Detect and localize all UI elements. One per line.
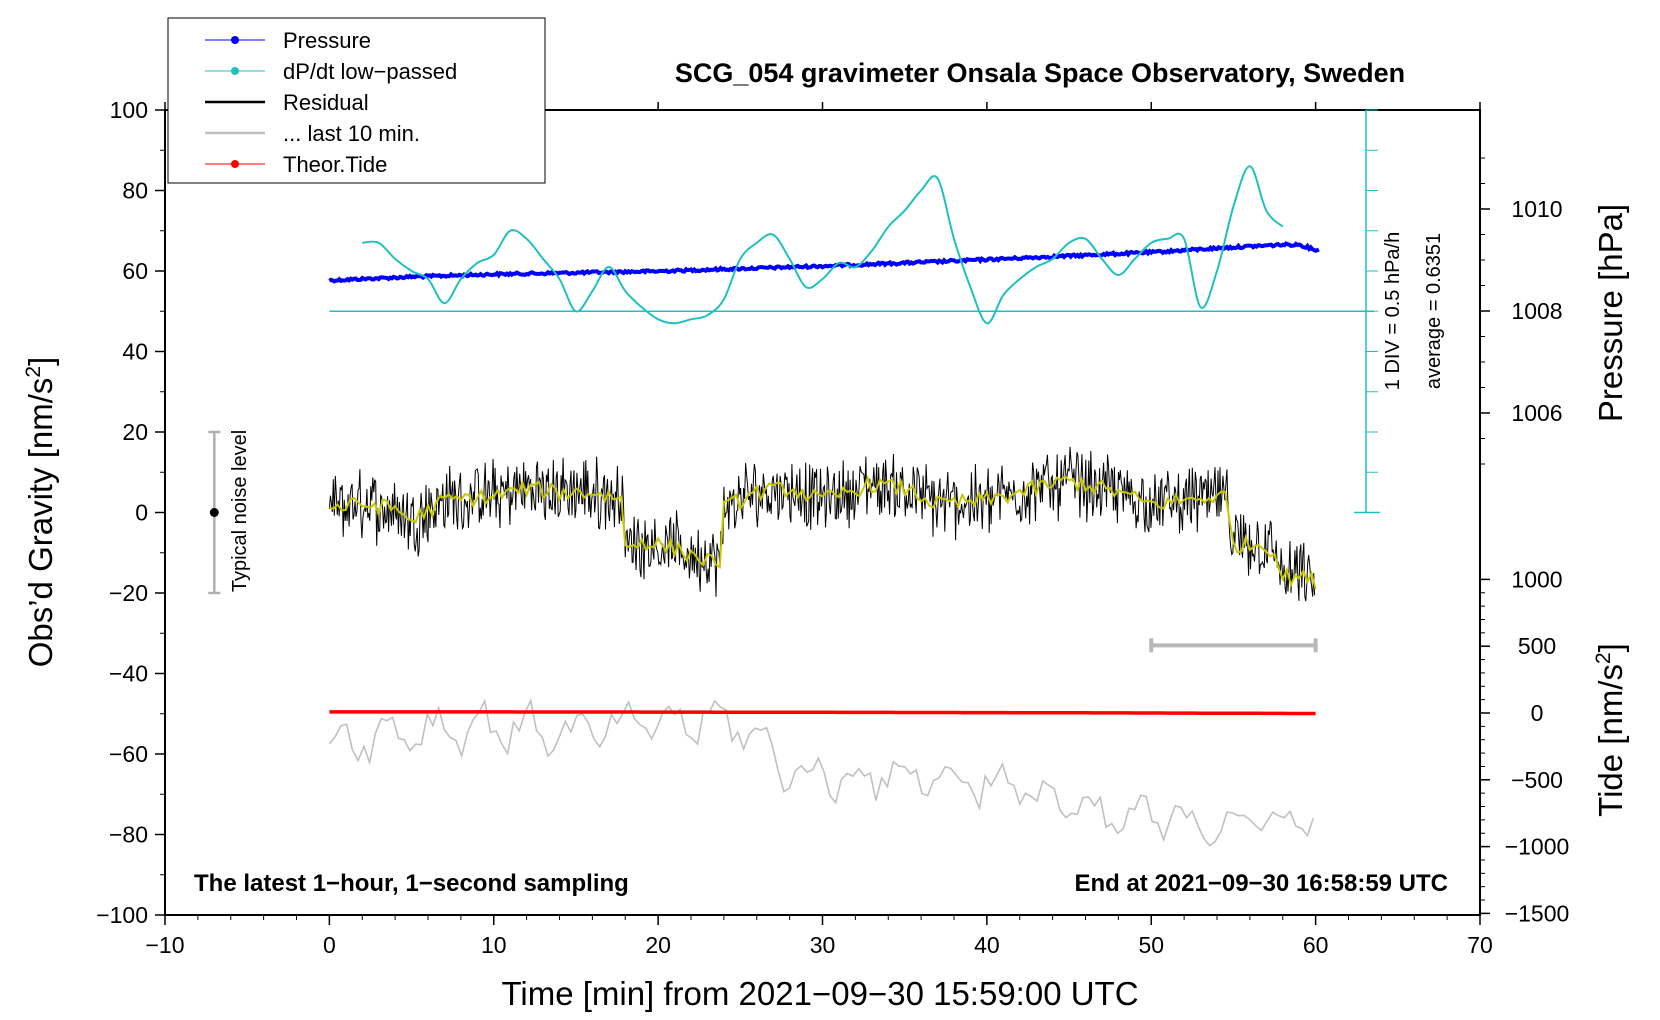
y-tick-label: −20 (109, 580, 148, 606)
noise-bar-center (209, 508, 219, 517)
legend: Pressure dP/dt low−passed Residual ... last… (167, 17, 546, 184)
y-axis-title-tide-close: ] (1592, 643, 1629, 652)
legend-label: Residual (283, 90, 369, 115)
x-tick-label: 30 (810, 932, 836, 958)
y-axis-title-gravity-close: ] (22, 357, 59, 366)
series-layer (208, 165, 1374, 847)
y-tick-label: −60 (109, 741, 148, 767)
y-axis-title-tide-text: Tide [nm/s (1592, 664, 1629, 817)
noise-level-label: Typical noise level (229, 430, 251, 592)
y-tick-label: −80 (109, 822, 148, 848)
x-tick-label: 20 (645, 932, 671, 958)
y-axis-title-tide: Tide [nm/s2] (1592, 643, 1629, 817)
y-axis-title-gravity: Obs’d Gravity [nm/s2] (22, 357, 59, 668)
x-axis-title: Time [min] from 2021−09−30 15:59:00 UTC (501, 975, 1138, 1012)
pressure-tick-label: 1006 (1511, 400, 1562, 426)
dpdt-scale-label: 1 DIV = 0.5 hPa/h (1382, 232, 1404, 390)
y-tick-label: 40 (122, 339, 148, 365)
note-end-time: End at 2021−09−30 16:58:59 UTC (1074, 870, 1448, 897)
y-tick-label: 0 (135, 500, 148, 526)
axis-ticks: −10 0 10 20 30 40 50 60 70100806040200−20−40−60−… (96, 97, 1569, 958)
y-tick-label: −40 (109, 661, 148, 687)
x-tick-label: 40 (974, 932, 1000, 958)
series-pressure-line (328, 241, 1320, 284)
note-sampling: The latest 1−hour, 1−second sampling (194, 870, 629, 897)
series-last10-line (328, 697, 1314, 847)
x-tick-label: 50 (1138, 932, 1164, 958)
tide-tick-label: 500 (1518, 633, 1556, 659)
legend-label: Pressure (283, 28, 371, 53)
series-dpdt-line (362, 165, 1284, 325)
x-tick-label: 0 (323, 932, 336, 958)
x-tick-label: 70 (1467, 932, 1493, 958)
dpdt-average-label: average = 0.6351 (1423, 233, 1445, 389)
legend-box (167, 17, 546, 184)
legend-label: Theor.Tide (283, 152, 387, 177)
chart-title: SCG_054 gravimeter Onsala Space Observat… (675, 58, 1405, 88)
pressure-tick-label: 1008 (1511, 298, 1562, 324)
x-tick-label: 10 (481, 932, 507, 958)
tide-tick-label: −1500 (1505, 900, 1570, 926)
legend-marker (231, 160, 239, 168)
y-axis-title-gravity-text: Obs’d Gravity [nm/s (22, 378, 59, 668)
tide-tick-label: 1000 (1511, 566, 1562, 592)
tide-tick-label: −500 (1511, 767, 1563, 793)
tide-tick-label: 0 (1531, 700, 1544, 726)
y-tick-label: −100 (96, 902, 148, 928)
y-tick-label: 60 (122, 258, 148, 284)
series-residual-smoothed (329, 474, 1317, 590)
legend-label: dP/dt low−passed (283, 59, 457, 84)
y-axis-title-gravity-sup: 2 (22, 366, 45, 378)
x-tick-label: 60 (1303, 932, 1329, 958)
x-tick-label: −10 (145, 932, 184, 958)
y-tick-label: 80 (122, 178, 148, 204)
pressure-tick-label: 1010 (1511, 196, 1562, 222)
legend-marker (231, 67, 239, 75)
y-axis-title-pressure: Pressure [hPa] (1592, 204, 1629, 422)
y-tick-label: 20 (122, 419, 148, 445)
y-tick-label: 100 (110, 97, 148, 123)
legend-marker (231, 36, 239, 44)
series-residual-line (328, 446, 1316, 602)
series-tide-line (329, 710, 1316, 716)
tide-tick-label: −1000 (1505, 834, 1570, 860)
legend-label: ... last 10 min. (283, 121, 420, 146)
y-axis-title-tide-sup: 2 (1592, 652, 1615, 664)
legend-items: Pressure dP/dt low−passed Residual ... last… (205, 28, 457, 177)
